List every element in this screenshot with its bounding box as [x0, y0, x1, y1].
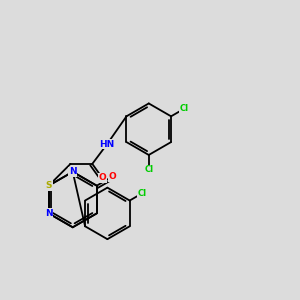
Text: Cl: Cl: [179, 104, 188, 113]
Text: O: O: [108, 172, 116, 181]
Text: HN: HN: [100, 140, 115, 148]
Text: N: N: [69, 167, 76, 176]
Text: Cl: Cl: [138, 189, 147, 198]
Text: S: S: [45, 181, 52, 190]
Text: O: O: [98, 173, 106, 182]
Text: Cl: Cl: [144, 165, 153, 174]
Text: N: N: [45, 209, 52, 218]
